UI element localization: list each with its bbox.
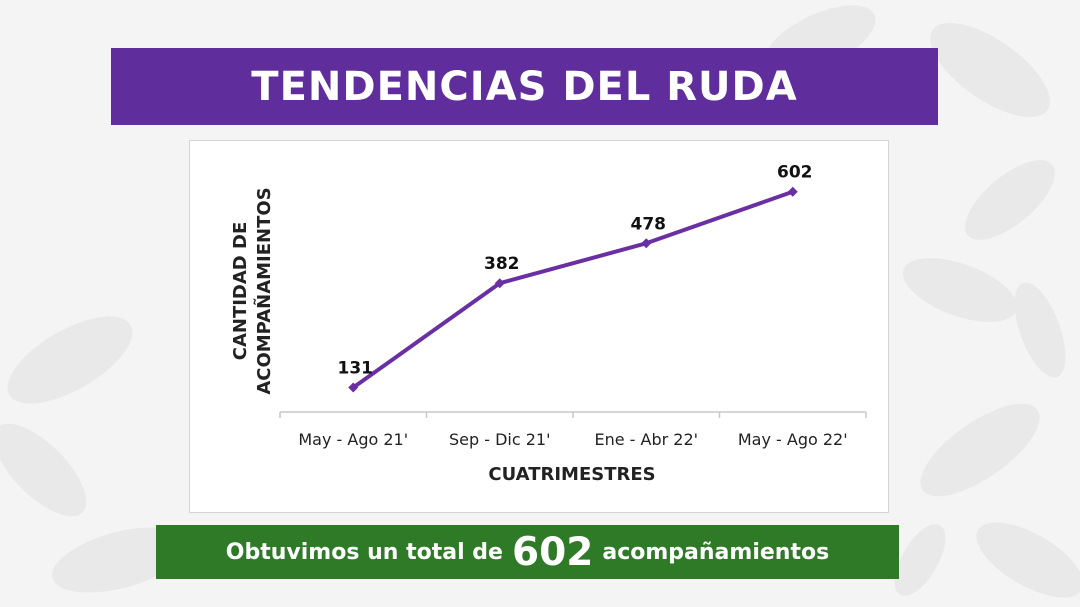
x-tick-label: May - Ago 22' (738, 430, 848, 449)
data-point (348, 382, 359, 393)
x-tick-label: Ene - Abr 22' (594, 430, 698, 449)
summary-suffix: acompañamientos (602, 539, 830, 565)
y-axis-title-line-1: CANTIDAD DE (230, 222, 251, 361)
summary-total: 602 (511, 529, 594, 575)
data-point (787, 186, 798, 197)
data-label: 382 (484, 254, 520, 274)
page-title: TENDENCIAS DEL RUDA (111, 48, 938, 125)
chart-svg: May - Ago 21' Sep - Dic 21' Ene - Abr 22' M… (230, 163, 867, 485)
data-point (641, 238, 652, 249)
data-point (494, 278, 505, 289)
data-label: 602 (777, 163, 813, 183)
summary-prefix: Obtuvimos un total de (225, 539, 503, 565)
data-label: 131 (338, 359, 374, 379)
summary-banner: Obtuvimos un total de 602 acompañamiento… (156, 525, 899, 579)
data-label: 478 (631, 214, 667, 234)
x-tick-label: May - Ago 21' (298, 430, 408, 449)
y-axis-title-line-2: ACOMPAÑAMIENTOS (252, 187, 275, 394)
series-line (351, 189, 795, 390)
x-tick-label: Sep - Dic 21' (449, 430, 551, 449)
x-axis-title: CUATRIMESTRES (488, 464, 655, 485)
line-chart: May - Ago 21' Sep - Dic 21' Ene - Abr 22' M… (189, 140, 889, 513)
